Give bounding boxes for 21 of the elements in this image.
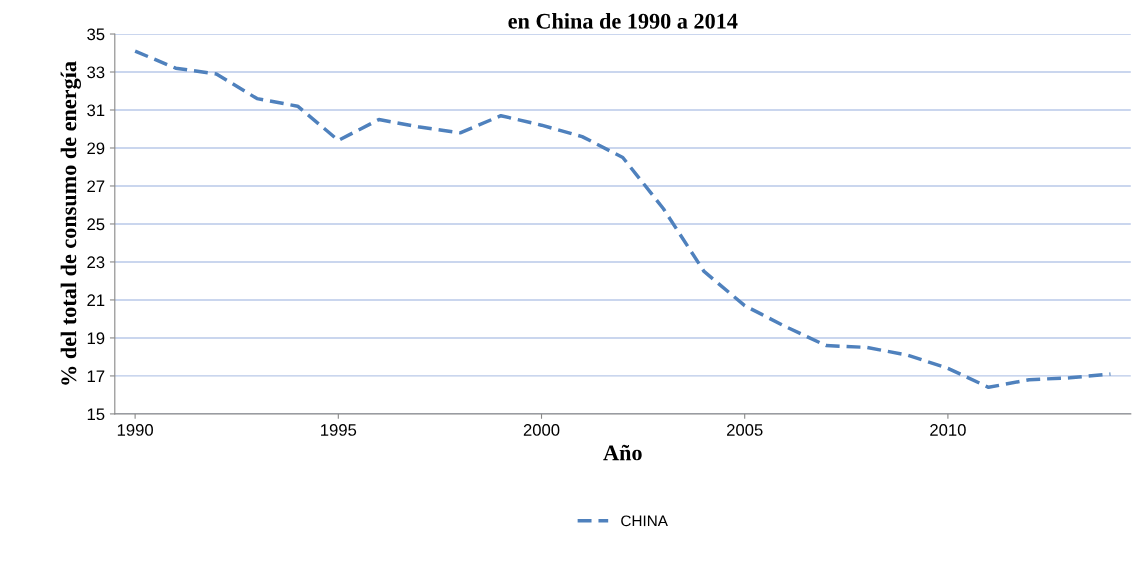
x-tick-label: 2000 — [523, 424, 560, 436]
x-tick-label: 2010 — [930, 424, 966, 436]
x-tick-label: 1990 — [117, 424, 154, 436]
y-tick-label: 33 — [87, 66, 105, 79]
y-tick-label: 23 — [87, 256, 105, 269]
x-tick-label: 2005 — [727, 424, 763, 436]
y-tick-label: 35 — [87, 28, 105, 41]
line-series — [133, 49, 1113, 390]
y-tick-label: 31 — [87, 104, 105, 117]
y-tick-label: 19 — [87, 332, 105, 345]
y-tick-label: 15 — [87, 408, 105, 421]
legend-label: CHINA — [621, 515, 668, 527]
y-tick-label: 21 — [87, 294, 105, 306]
chart-title: en China de 1990 a 2014 — [508, 13, 738, 29]
x-axis-title: Año — [603, 444, 642, 461]
y-tick-label: 29 — [87, 142, 105, 155]
y-tick-label: 27 — [87, 180, 105, 193]
y-tick-label: 17 — [87, 370, 105, 382]
y-tick-label: 25 — [87, 218, 105, 231]
x-tick-label: 1995 — [321, 424, 357, 436]
y-axis-title: % del total de consumo de energía — [60, 61, 81, 385]
